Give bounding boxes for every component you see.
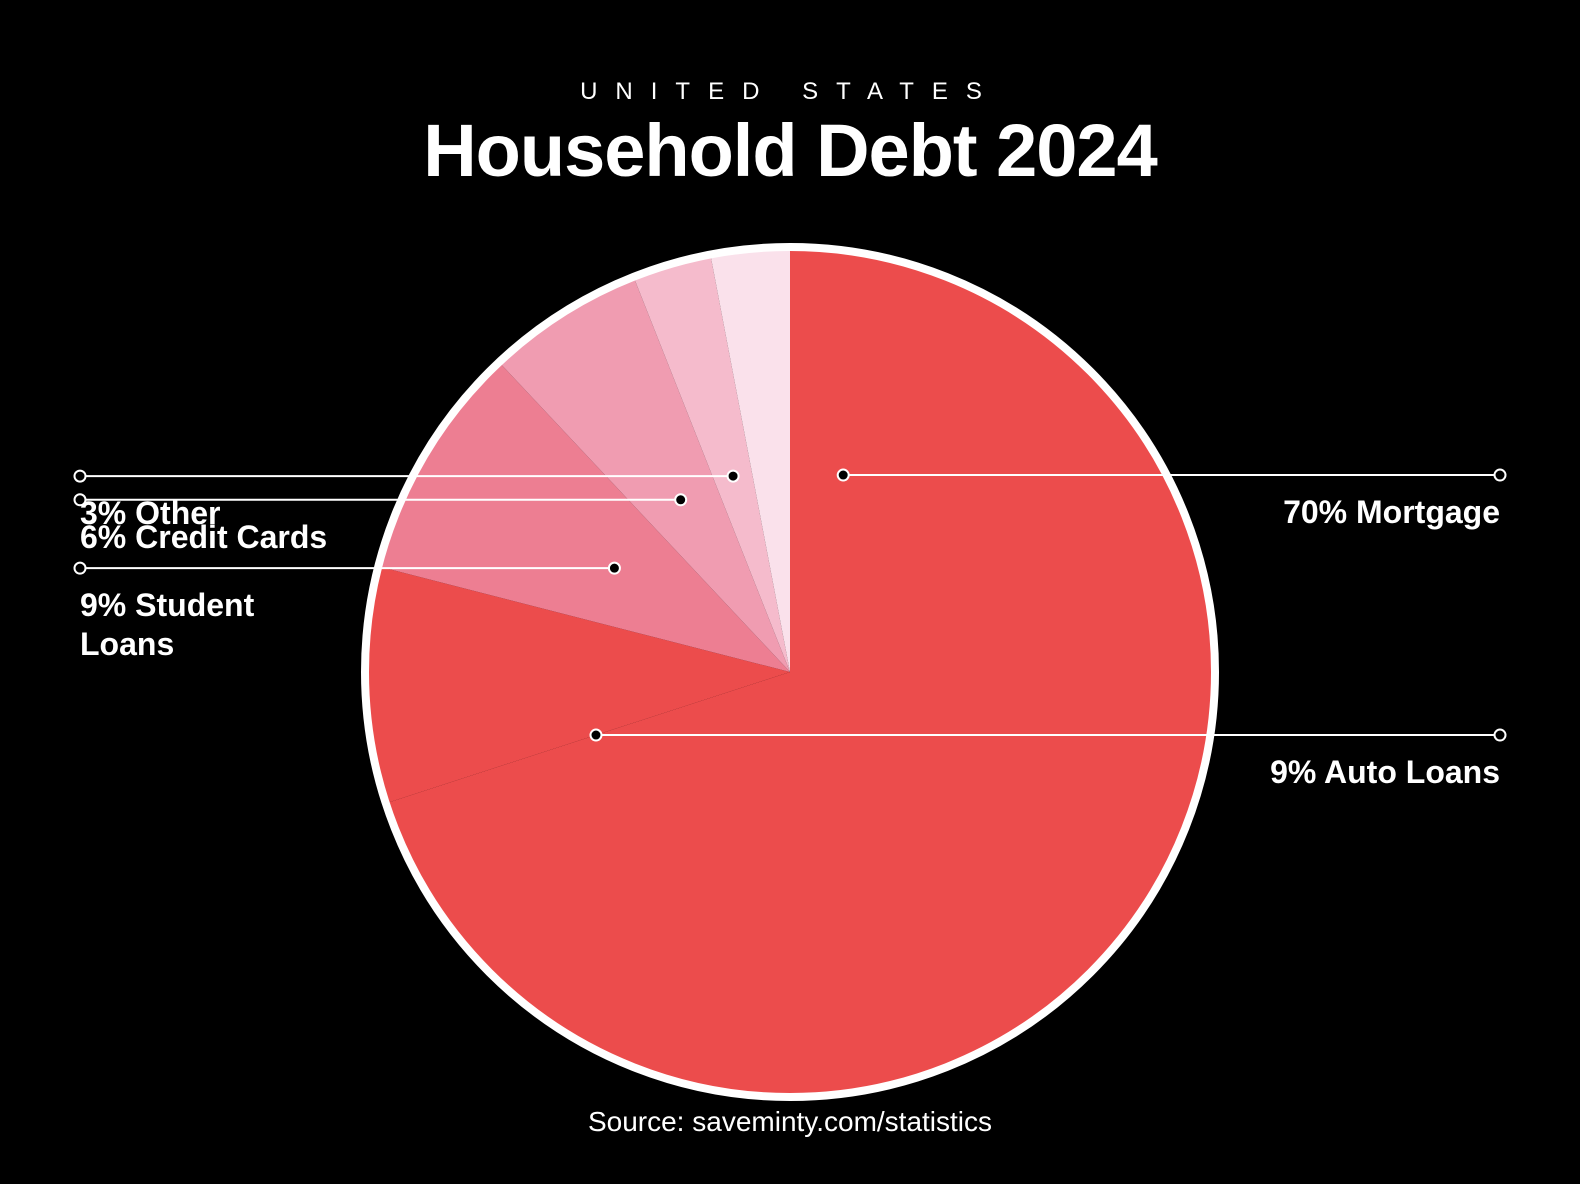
leader-dot xyxy=(1495,730,1506,741)
slice-label: 9% Auto Loans xyxy=(1240,753,1500,791)
slice-label: 70% Mortgage xyxy=(1240,493,1500,531)
leader-dot xyxy=(728,471,739,482)
leader-dot xyxy=(75,471,86,482)
leader-dot xyxy=(675,494,686,505)
leader-dot xyxy=(590,730,601,741)
leader-dot xyxy=(1495,470,1506,481)
slice-label: 3% Other xyxy=(80,494,340,532)
source-prefix: Source: xyxy=(588,1106,692,1137)
source-value: saveminty.com/statistics xyxy=(692,1106,992,1137)
page-title: Household Debt 2024 xyxy=(0,108,1580,193)
source-line: Source: saveminty.com/statistics xyxy=(0,1106,1580,1138)
infographic-root: UNITED STATES Household Debt 2024 70% Mo… xyxy=(0,0,1580,1184)
pretitle: UNITED STATES xyxy=(0,78,1580,106)
pie-chart xyxy=(0,222,1580,1122)
leader-dot xyxy=(838,470,849,481)
slice-label: 9% Student Loans xyxy=(80,586,340,663)
leader-dot xyxy=(75,563,86,574)
leader-dot xyxy=(609,563,620,574)
